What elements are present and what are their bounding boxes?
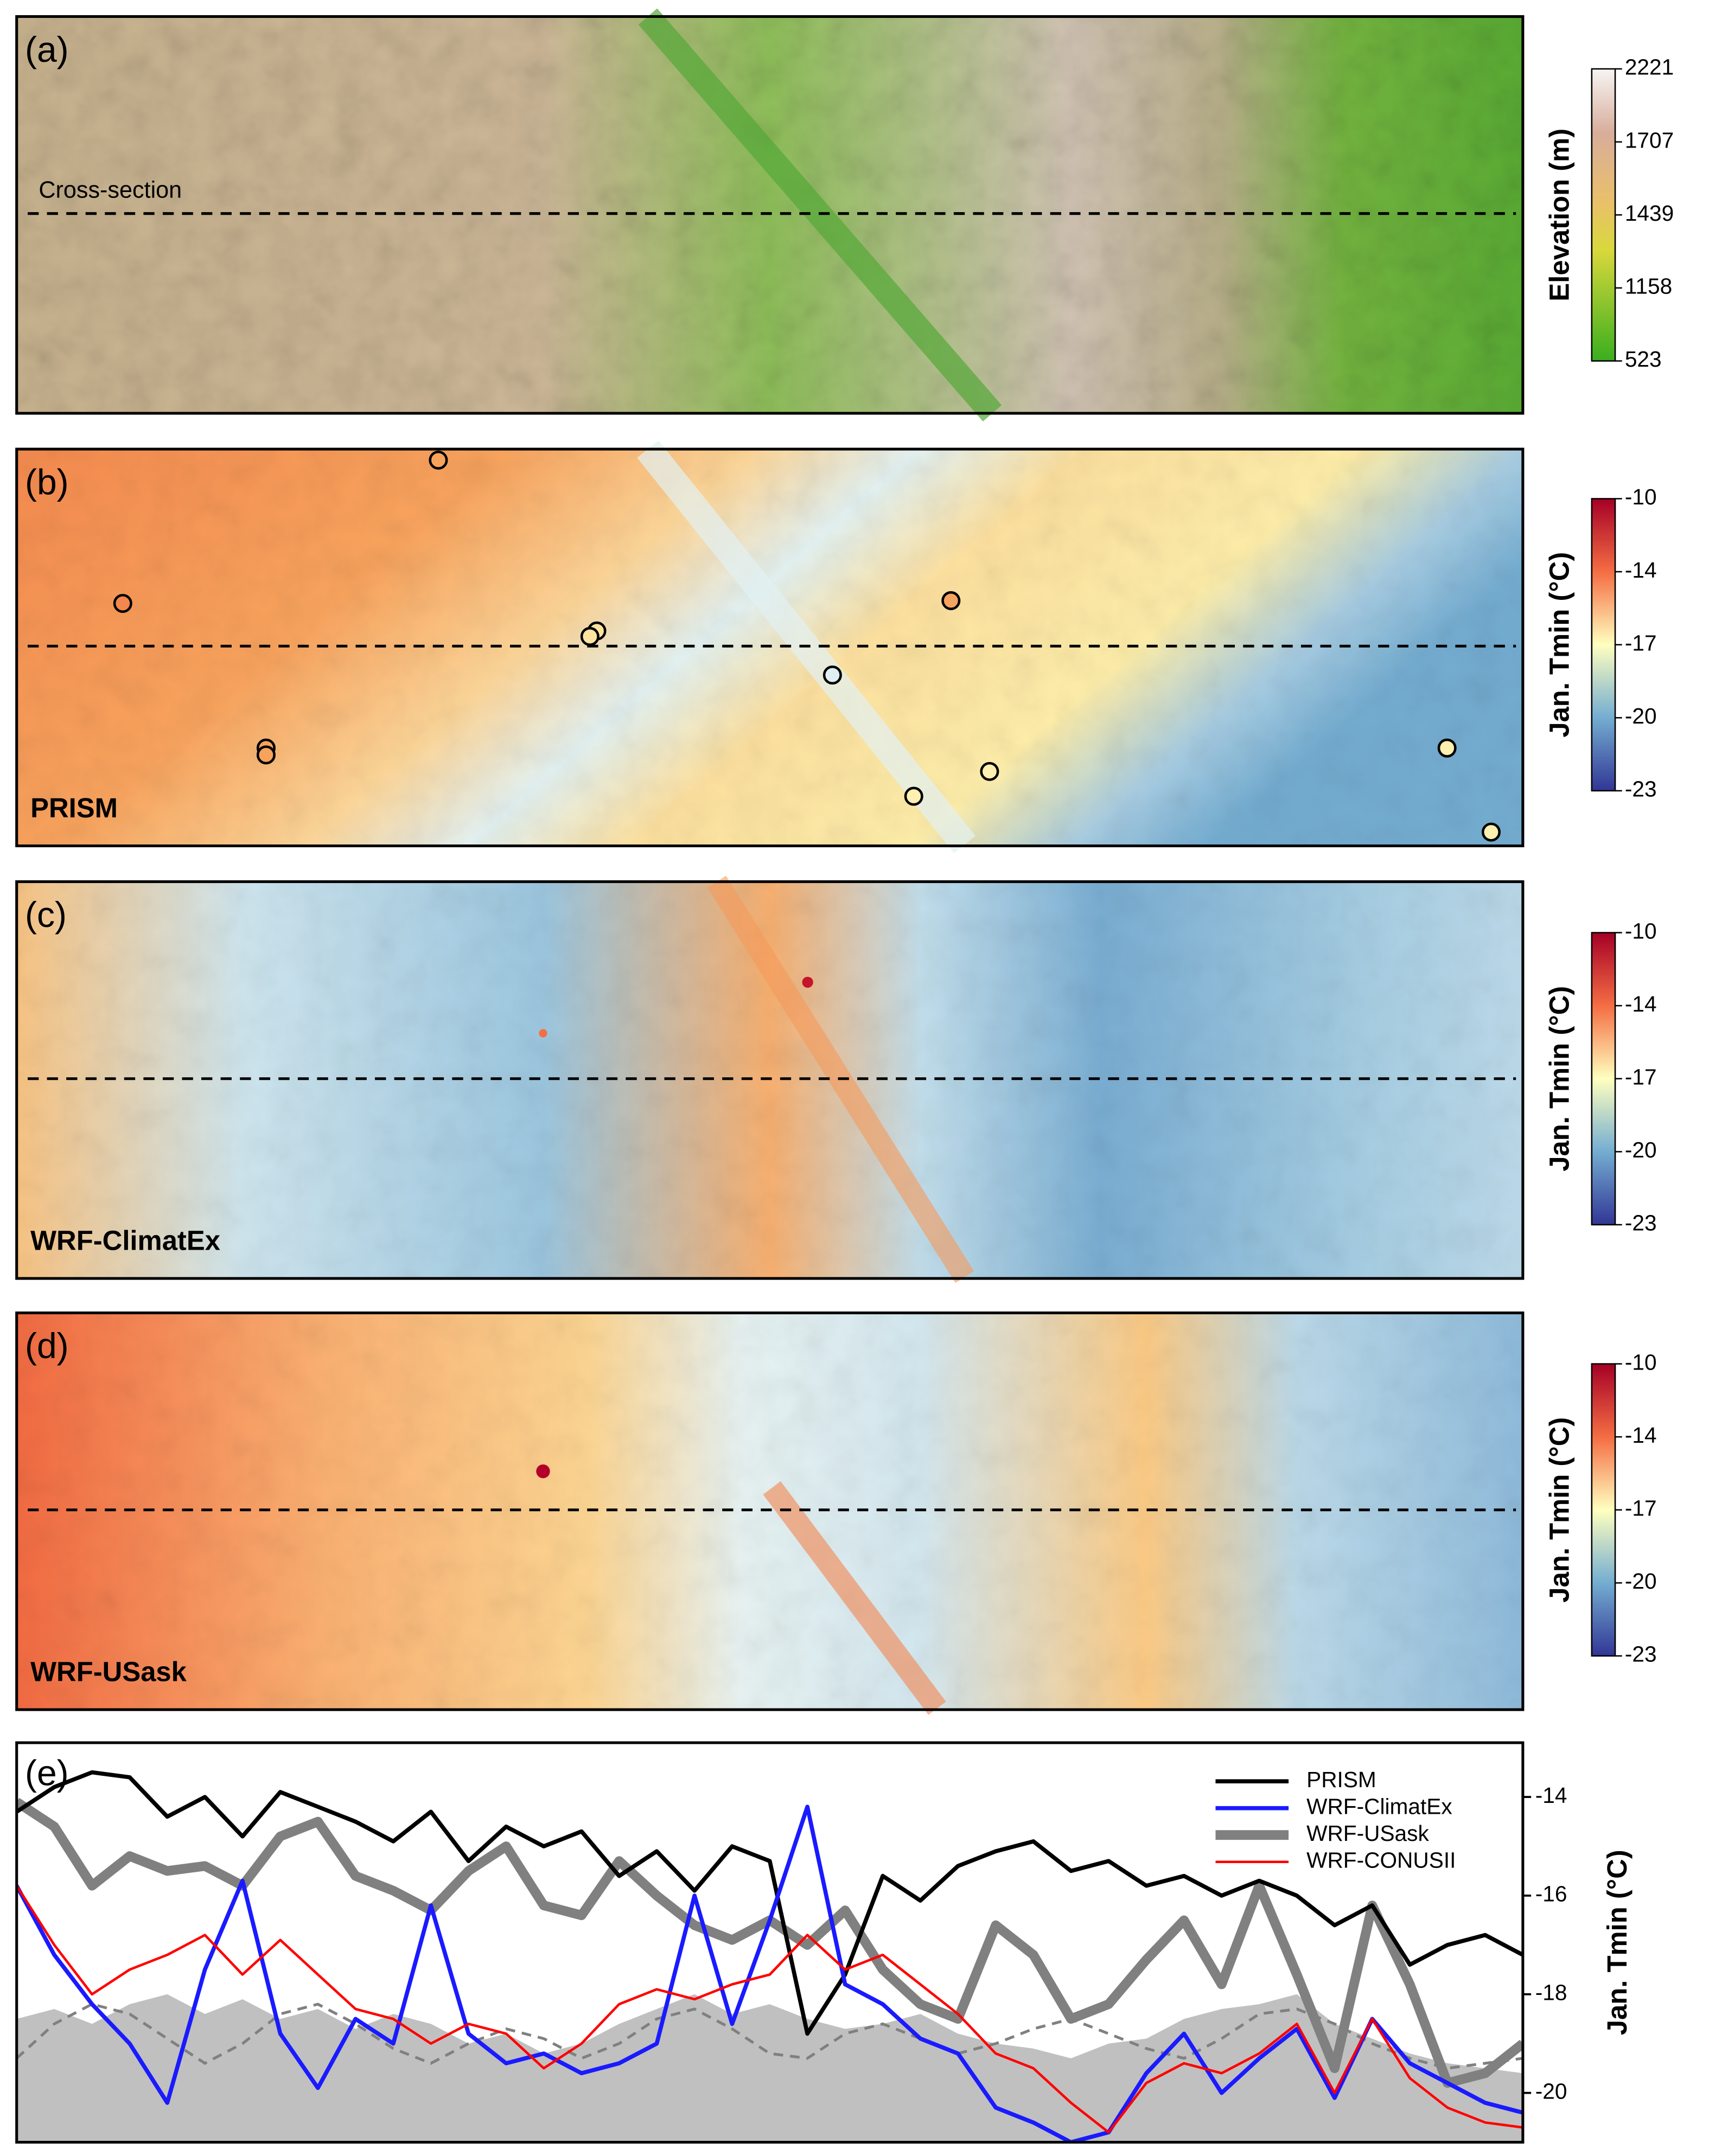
colorbar-tick-label: -17 <box>1625 630 1657 655</box>
panel-name: WRF-ClimatEx <box>30 1225 220 1256</box>
colorbar-tick-label: -20 <box>1625 1569 1657 1594</box>
legend-label: WRF-ClimatEx <box>1306 1794 1452 1819</box>
y-tick-label: -18 <box>1535 1980 1567 2005</box>
hotspot <box>802 976 813 988</box>
station <box>1481 822 1501 842</box>
colorbar-tick-label: -10 <box>1625 918 1657 943</box>
colorbar-tick-label: -10 <box>1625 484 1657 509</box>
colorbar-label: Jan. Tmin (°C) <box>1544 552 1574 738</box>
station <box>980 762 999 781</box>
map-frame <box>15 447 1525 848</box>
legend-label: PRISM <box>1306 1767 1376 1792</box>
colorbar-tick-label: -10 <box>1625 1349 1657 1374</box>
station <box>1437 738 1457 758</box>
station <box>822 666 842 685</box>
colorbar-tick-label: -23 <box>1625 777 1657 802</box>
line <box>16 1805 1523 2142</box>
y-tick-label: -16 <box>1535 1882 1567 1907</box>
station <box>941 591 961 610</box>
line <box>16 1885 1523 2134</box>
panel-label: (a) <box>25 29 69 69</box>
colorbar <box>1591 68 1616 362</box>
y-axis-label: Jan. Tmin (°C) <box>1602 1850 1633 2035</box>
station <box>113 593 132 613</box>
colorbar-tick-label: -14 <box>1625 991 1657 1016</box>
station <box>256 745 276 765</box>
valley <box>763 1481 946 1715</box>
colorbar-tick-label: 1707 <box>1625 127 1674 152</box>
colorbar-label: Jan. Tmin (°C) <box>1544 986 1574 1172</box>
colorbar-tick-label: -14 <box>1625 1423 1657 1448</box>
annotation: Cross-section <box>39 177 182 203</box>
map-frame <box>15 880 1525 1280</box>
legend-label: WRF-CONUSII <box>1306 1847 1456 1872</box>
area <box>16 1994 1523 2142</box>
colorbar <box>1591 498 1616 792</box>
colorbar-tick-label: -23 <box>1625 1642 1657 1667</box>
hotspot <box>539 1029 547 1038</box>
dashed-line <box>16 2003 1523 2070</box>
colorbar-tick-label: 523 <box>1625 347 1662 372</box>
colorbar-tick-label: -14 <box>1625 558 1657 583</box>
colorbar-label: Elevation (m) <box>1544 129 1574 302</box>
colorbar-tick-label: -20 <box>1625 703 1657 728</box>
station <box>904 786 923 806</box>
panel-label: (d) <box>25 1326 69 1366</box>
y-tick-label: -20 <box>1535 2078 1567 2103</box>
colorbar-tick-label: -23 <box>1625 1211 1657 1236</box>
panel-label: (e) <box>25 1752 69 1793</box>
y-tick-label: -14 <box>1535 1783 1567 1808</box>
colorbar-tick-label: 1158 <box>1625 274 1672 299</box>
colorbar <box>1591 932 1616 1226</box>
hotspot <box>536 1464 550 1479</box>
map-texture <box>16 449 1523 846</box>
colorbar-tick-label: -17 <box>1625 1496 1657 1521</box>
colorbar <box>1591 1363 1616 1657</box>
plot-frame <box>15 1741 1525 2144</box>
colorbar-label: Jan. Tmin (°C) <box>1544 1417 1574 1603</box>
panel-label: (b) <box>25 462 69 502</box>
panel-name: WRF-USask <box>30 1656 187 1687</box>
station <box>429 450 448 470</box>
line <box>16 1770 1523 2036</box>
colorbar-tick-label: 1439 <box>1625 201 1674 226</box>
panel-name: PRISM <box>30 792 118 823</box>
map-frame <box>15 1311 1525 1711</box>
colorbar-tick-label: -17 <box>1625 1065 1657 1090</box>
colorbar-tick-label: -20 <box>1625 1137 1657 1162</box>
legend-label: WRF-USask <box>1306 1821 1429 1846</box>
station <box>580 626 600 646</box>
colorbar-tick-label: 2221 <box>1625 55 1674 80</box>
panel-label: (c) <box>25 894 67 935</box>
map-frame <box>15 15 1525 415</box>
